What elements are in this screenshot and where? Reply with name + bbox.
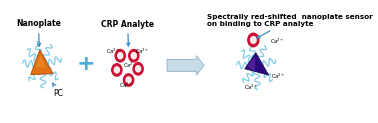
FancyArrow shape (167, 56, 204, 75)
Circle shape (133, 63, 143, 75)
Text: PC: PC (53, 83, 63, 98)
Text: $\mathrm{Ca}^{2+}$: $\mathrm{Ca}^{2+}$ (106, 47, 121, 56)
Polygon shape (247, 56, 255, 71)
Circle shape (124, 74, 134, 86)
Text: $\mathrm{Ca}^{2+}$: $\mathrm{Ca}^{2+}$ (135, 47, 150, 56)
Circle shape (136, 66, 141, 72)
Text: $\mathrm{Ca}^{2+}$: $\mathrm{Ca}^{2+}$ (119, 81, 134, 90)
Text: +: + (77, 54, 96, 74)
Text: Spectrally red-shifted  nanoplate sensor
on binding to CRP analyte: Spectrally red-shifted nanoplate sensor … (206, 14, 372, 38)
Polygon shape (36, 55, 46, 67)
Circle shape (115, 50, 125, 62)
Circle shape (126, 77, 131, 83)
Text: $\mathrm{Ca}^{2+}$: $\mathrm{Ca}^{2+}$ (270, 37, 285, 46)
Polygon shape (245, 53, 269, 75)
Circle shape (114, 67, 119, 73)
Text: $\mathrm{Ca}^{2+}$: $\mathrm{Ca}^{2+}$ (271, 72, 286, 81)
Text: $\mathrm{Ca}^{2+}$: $\mathrm{Ca}^{2+}$ (243, 83, 258, 92)
Circle shape (112, 64, 122, 76)
Polygon shape (31, 50, 53, 75)
Circle shape (248, 33, 259, 47)
Text: $\mathrm{Ca}^{2}$: $\mathrm{Ca}^{2}$ (123, 61, 134, 70)
Circle shape (118, 53, 123, 59)
Circle shape (251, 37, 256, 43)
Circle shape (131, 53, 136, 59)
Text: Nanoplate: Nanoplate (16, 19, 61, 46)
Text: CRP Analyte: CRP Analyte (101, 20, 154, 46)
Circle shape (129, 50, 139, 62)
